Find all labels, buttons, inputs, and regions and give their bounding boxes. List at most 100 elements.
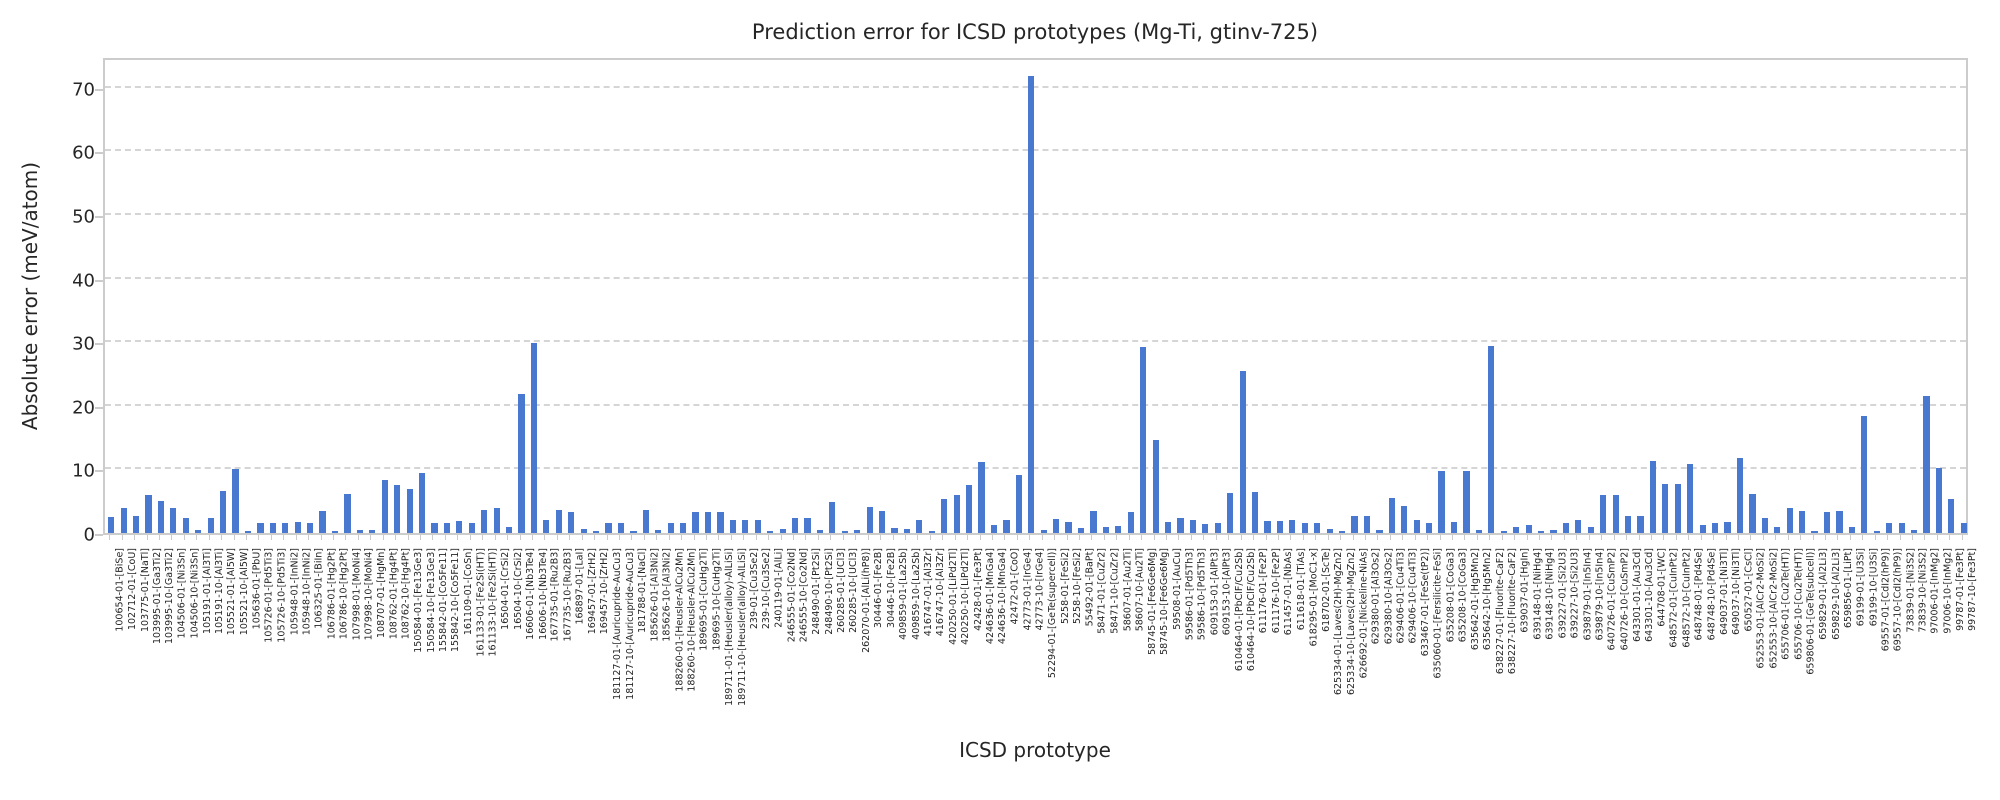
- x-tick-label: 103995-10-[Ga3Ti2]: [164, 548, 176, 645]
- x-tick-label: 639879-01-[In5In4]: [1581, 548, 1593, 641]
- bar: [1003, 520, 1010, 533]
- x-tick-label: 635208-01-[CoGa3]: [1445, 548, 1457, 643]
- x-tick-label: 59508-01-[AuCu]: [1171, 548, 1183, 630]
- x-tick-mark: [1601, 535, 1603, 540]
- x-tick-mark: [469, 535, 471, 540]
- bar: [854, 530, 861, 533]
- bar: [468, 522, 475, 533]
- x-tick-mark: [1103, 535, 1105, 540]
- bar: [244, 531, 252, 533]
- bar: [692, 512, 699, 533]
- x-tick-label: 610464-10-[PbClF/Cu2Sb]: [1246, 548, 1258, 672]
- x-tick-mark: [606, 535, 608, 540]
- bar: [319, 510, 326, 533]
- bar: [580, 529, 587, 533]
- x-tick-label: 659829-10-[Al2Li3]: [1830, 548, 1842, 640]
- x-tick-label: 635208-10-[CoGa3]: [1457, 548, 1469, 643]
- bar: [1898, 522, 1905, 533]
- x-tick-mark: [991, 535, 993, 540]
- bar: [1276, 520, 1284, 533]
- bar: [1339, 531, 1346, 533]
- x-tick-label: 105191-01-[Al3Ti]: [201, 548, 213, 634]
- x-tick-label: 655706-10-[Cu2Te(HT)]: [1793, 548, 1805, 660]
- x-tick-mark: [1825, 535, 1827, 540]
- x-tick-mark: [1464, 535, 1466, 540]
- bar: [1612, 495, 1619, 533]
- bar: [1699, 525, 1706, 533]
- x-tick-mark: [1116, 535, 1118, 540]
- x-tick-mark: [221, 535, 223, 540]
- bar: [1251, 491, 1259, 533]
- x-tick-label: 167735-01-[Ru2B3]: [549, 548, 561, 642]
- x-tick-mark: [270, 535, 272, 540]
- x-tick-mark: [656, 535, 658, 540]
- x-tick-mark: [594, 535, 596, 540]
- bar: [145, 494, 152, 533]
- x-tick-label: 103995-01-[Ga3Ti2]: [152, 548, 164, 645]
- x-tick-label: 629380-10-[Al3Os2]: [1382, 548, 1394, 645]
- bar: [369, 530, 376, 533]
- x-tick-mark: [1452, 535, 1454, 540]
- x-tick-label: 639037-01-[HgIn]: [1519, 548, 1531, 633]
- x-tick-label: 648572-01-[CuInPt2]: [1668, 548, 1680, 648]
- x-tick-label: 246555-01-[Co2Nd]: [786, 548, 798, 643]
- bar: [717, 512, 724, 533]
- x-tick-label: 108762-01-[Hg4Pt]: [388, 548, 400, 640]
- x-tick-mark: [407, 535, 409, 540]
- x-tick-label: 185626-10-[Al3Ni2]: [661, 548, 673, 642]
- x-tick-mark: [1638, 535, 1640, 540]
- x-tick-label: 644708-01-[WC]: [1656, 548, 1668, 627]
- x-tick-mark: [1364, 535, 1366, 540]
- bar: [456, 520, 463, 533]
- x-tick-label: 649037-10-[Ni3Tl]: [1731, 548, 1743, 635]
- x-tick-mark: [1700, 535, 1702, 540]
- x-tick-mark: [730, 535, 732, 540]
- y-tick-mark: [95, 534, 103, 536]
- gridline-y-70: [105, 85, 1966, 88]
- x-tick-mark: [569, 535, 571, 540]
- x-tick-label: 58745-10-[Fe6Ge6Mg]: [1159, 548, 1171, 655]
- x-tick-mark: [867, 535, 869, 540]
- x-tick-mark: [357, 535, 359, 540]
- x-tick-label: 189695-10-[CuHg2Ti]: [711, 548, 723, 651]
- bar: [1537, 531, 1545, 533]
- bar: [1376, 530, 1383, 533]
- x-tick-label: 424636-10-[MnGa4]: [997, 548, 1009, 645]
- x-tick-mark: [1613, 535, 1615, 540]
- x-tick-mark: [954, 535, 956, 540]
- x-tick-mark: [333, 535, 335, 540]
- bar: [1065, 522, 1072, 533]
- x-tick-label: 629406-10-[Cu4Ti3]: [1407, 548, 1419, 644]
- x-tick-label: 169457-01-[ZrH2]: [587, 548, 599, 635]
- x-tick-label: 105521-10-[Al5W]: [239, 548, 251, 636]
- x-tick-mark: [1166, 535, 1168, 540]
- x-tick-label: 629380-01-[Al3Os2]: [1370, 548, 1382, 645]
- bar: [269, 523, 276, 533]
- bar: [1774, 527, 1781, 533]
- x-tick-label: 73839-10-[Ni3S2]: [1917, 548, 1929, 633]
- x-tick-label: 639879-10-[In5In4]: [1594, 548, 1606, 641]
- bar: [481, 510, 488, 533]
- x-tick-label: 107998-10-[MoNi4]: [363, 548, 375, 641]
- bar: [1463, 470, 1470, 533]
- y-tick-label-60: 60: [72, 142, 95, 164]
- x-tick-label: 167735-10-[Ru2B3]: [562, 548, 574, 642]
- x-tick-mark: [706, 535, 708, 540]
- bar: [1388, 498, 1395, 533]
- bar: [1799, 511, 1806, 533]
- bar: [1015, 474, 1022, 533]
- x-tick-mark: [917, 535, 919, 540]
- bar: [1823, 512, 1831, 533]
- x-tick-mark: [855, 535, 857, 540]
- x-tick-mark: [171, 535, 173, 540]
- x-tick-label: 150584-01-[Fe13Ge3]: [413, 548, 425, 653]
- bar: [1401, 505, 1408, 533]
- x-tick-label: 105726-01-[Pd5Ti3]: [263, 548, 275, 643]
- bar: [1575, 520, 1582, 533]
- bar: [903, 528, 911, 533]
- bar: [182, 517, 189, 533]
- x-tick-mark: [258, 535, 260, 540]
- x-tick-label: 58607-01-[Au2Ti]: [1121, 548, 1133, 632]
- x-tick-label: 108707-01-[HgMn]: [375, 548, 387, 639]
- x-tick-mark: [395, 535, 397, 540]
